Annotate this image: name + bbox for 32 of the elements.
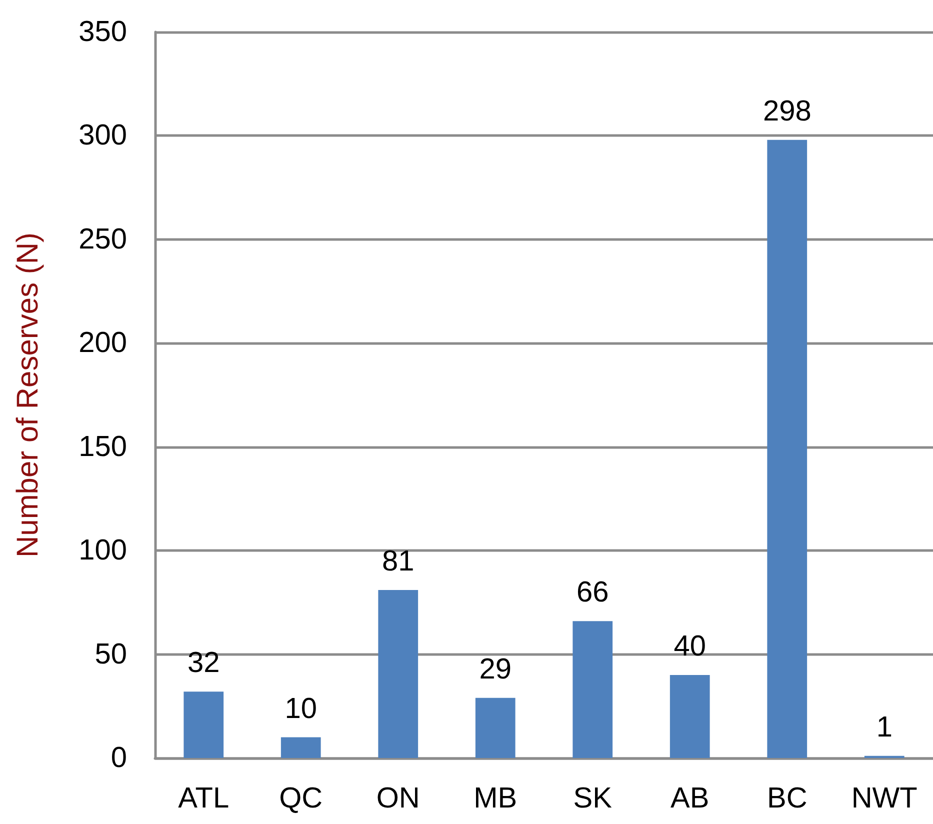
y-tick-label: 0 [110,742,127,774]
x-tick-label: ATL [178,782,230,814]
bar [378,590,418,758]
x-tick-label: ON [376,782,420,814]
data-label: 1 [876,711,892,744]
bar [572,621,613,758]
data-label: 10 [284,692,318,725]
data-label: 32 [187,647,220,680]
y-tick-label: 100 [78,534,127,567]
x-tick-label: AB [670,782,710,814]
bar [184,692,224,758]
data-label: 81 [382,545,414,578]
bar [280,737,321,758]
x-tick-label: QC [279,782,323,814]
x-tick-label: NWT [851,782,918,814]
data-label: 298 [762,95,812,128]
y-tick-label: 200 [78,327,127,360]
data-label: 40 [674,630,706,663]
y-tick-label: 150 [78,430,127,463]
data-label: 29 [479,653,512,686]
bar [670,675,710,758]
bar [475,698,516,758]
data-label: 66 [576,576,609,609]
y-tick-label: 300 [78,120,127,152]
y-axis-title: Number of Reserves (N) [12,232,44,558]
bar [767,140,808,758]
x-tick-label: MB [474,782,518,814]
x-tick-label: SK [573,782,613,814]
y-tick-label: 350 [78,16,127,48]
y-tick-label: 250 [78,223,127,256]
y-tick-label: 50 [94,638,127,670]
x-tick-label: BC [766,782,808,814]
